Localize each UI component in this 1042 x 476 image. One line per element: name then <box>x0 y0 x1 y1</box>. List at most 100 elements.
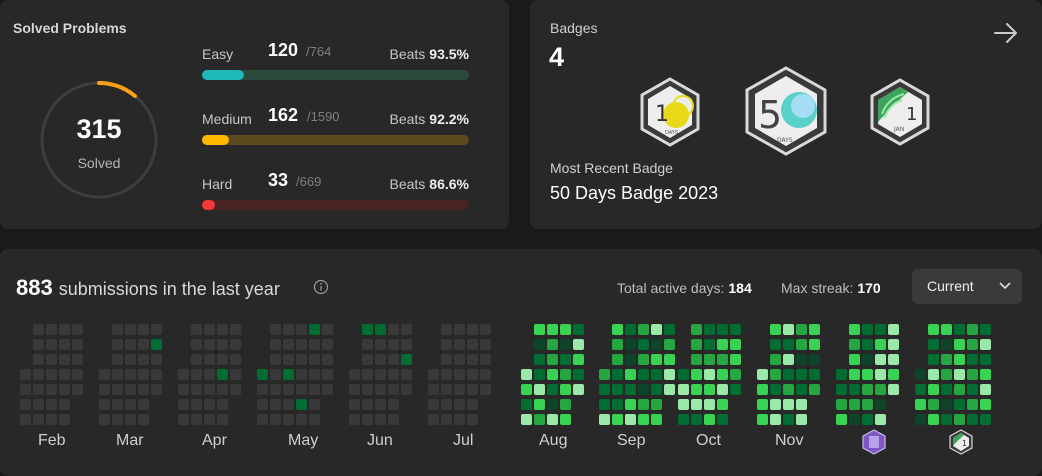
heatmap-cell[interactable] <box>362 369 373 380</box>
heatmap-cell[interactable] <box>401 384 412 395</box>
heatmap-cell[interactable] <box>651 354 662 365</box>
heatmap-cell[interactable] <box>204 384 215 395</box>
heatmap-cell[interactable] <box>717 414 728 425</box>
heatmap-cell[interactable] <box>46 324 57 335</box>
heatmap-cell[interactable] <box>388 369 399 380</box>
heatmap-cell[interactable] <box>441 369 452 380</box>
heatmap-cell[interactable] <box>651 339 662 350</box>
heatmap-cell[interactable] <box>388 399 399 410</box>
heatmap-cell[interactable] <box>757 384 768 395</box>
heatmap-cell[interactable] <box>612 369 623 380</box>
heatmap-cell[interactable] <box>638 384 649 395</box>
heatmap-cell[interactable] <box>664 354 675 365</box>
heatmap-cell[interactable] <box>954 339 965 350</box>
heatmap-cell[interactable] <box>217 369 228 380</box>
heatmap-cell[interactable] <box>730 354 741 365</box>
heatmap-cell[interactable] <box>72 339 83 350</box>
heatmap-cell[interactable] <box>599 384 610 395</box>
heatmap-cell[interactable] <box>796 399 807 410</box>
heatmap-cell[interactable] <box>257 369 268 380</box>
heatmap-cell[interactable] <box>547 324 558 335</box>
heatmap-cell[interactable] <box>454 324 465 335</box>
heatmap-cell[interactable] <box>283 414 294 425</box>
heatmap-cell[interactable] <box>573 354 584 365</box>
heatmap-cell[interactable] <box>191 369 202 380</box>
heatmap-cell[interactable] <box>20 384 31 395</box>
heatmap-cell[interactable] <box>467 354 478 365</box>
heatmap-cell[interactable] <box>862 369 873 380</box>
heatmap-cell[interactable] <box>441 399 452 410</box>
heatmap-cell[interactable] <box>454 399 465 410</box>
heatmap-cell[interactable] <box>651 399 662 410</box>
heatmap-cell[interactable] <box>638 414 649 425</box>
difficulty-medium[interactable]: Medium 162 /1590 Beats 92.2% <box>202 105 469 165</box>
heatmap-cell[interactable] <box>770 414 781 425</box>
heatmap-cell[interactable] <box>809 354 820 365</box>
heatmap-cell[interactable] <box>664 339 675 350</box>
heatmap-cell[interactable] <box>954 324 965 335</box>
heatmap-cell[interactable] <box>612 339 623 350</box>
heatmap-cell[interactable] <box>296 399 307 410</box>
heatmap-cell[interactable] <box>362 399 373 410</box>
heatmap-cell[interactable] <box>283 399 294 410</box>
heatmap-cell[interactable] <box>757 369 768 380</box>
heatmap-cell[interactable] <box>836 414 847 425</box>
heatmap-cell[interactable] <box>888 354 899 365</box>
heatmap-cell[interactable] <box>217 324 228 335</box>
heatmap-cell[interactable] <box>651 384 662 395</box>
heatmap-cell[interactable] <box>836 384 847 395</box>
heatmap-cell[interactable] <box>521 369 532 380</box>
heatmap-cell[interactable] <box>230 384 241 395</box>
heatmap-cell[interactable] <box>112 339 123 350</box>
heatmap-cell[interactable] <box>836 369 847 380</box>
heatmap-cell[interactable] <box>770 384 781 395</box>
heatmap-cell[interactable] <box>954 414 965 425</box>
annual-jan-badge-icon[interactable]: 1 JAN <box>868 78 932 146</box>
heatmap-cell[interactable] <box>796 354 807 365</box>
heatmap-cell[interactable] <box>691 399 702 410</box>
heatmap-cell[interactable] <box>46 354 57 365</box>
heatmap-cell[interactable] <box>928 354 939 365</box>
heatmap-cell[interactable] <box>730 369 741 380</box>
heatmap-cell[interactable] <box>230 369 241 380</box>
heatmap-cell[interactable] <box>480 384 491 395</box>
heatmap-cell[interactable] <box>296 369 307 380</box>
heatmap-cell[interactable] <box>33 339 44 350</box>
heatmap-cell[interactable] <box>388 324 399 335</box>
heatmap-cell[interactable] <box>941 369 952 380</box>
heatmap-cell[interactable] <box>217 354 228 365</box>
heatmap-cell[interactable] <box>967 399 978 410</box>
heatmap-cell[interactable] <box>296 414 307 425</box>
heatmap-cell[interactable] <box>178 369 189 380</box>
arrow-right-icon[interactable] <box>992 19 1020 47</box>
heatmap-cell[interactable] <box>362 414 373 425</box>
heatmap-cell[interactable] <box>534 324 545 335</box>
heatmap-cell[interactable] <box>178 384 189 395</box>
heatmap-cell[interactable] <box>651 414 662 425</box>
heatmap-cell[interactable] <box>138 384 149 395</box>
heatmap-cell[interactable] <box>401 354 412 365</box>
heatmap-cell[interactable] <box>980 414 991 425</box>
heatmap-cell[interactable] <box>534 354 545 365</box>
heatmap-cell[interactable] <box>467 384 478 395</box>
heatmap-cell[interactable] <box>573 384 584 395</box>
heatmap-cell[interactable] <box>72 384 83 395</box>
heatmap-cell[interactable] <box>836 399 847 410</box>
heatmap-cell[interactable] <box>33 384 44 395</box>
heatmap-cell[interactable] <box>467 399 478 410</box>
heatmap-cell[interactable] <box>809 339 820 350</box>
heatmap-cell[interactable] <box>928 324 939 335</box>
heatmap-cell[interactable] <box>875 414 886 425</box>
heatmap-cell[interactable] <box>849 369 860 380</box>
heatmap-cell[interactable] <box>33 324 44 335</box>
heatmap-cell[interactable] <box>967 324 978 335</box>
heatmap-cell[interactable] <box>730 324 741 335</box>
heatmap-cell[interactable] <box>651 324 662 335</box>
heatmap-cell[interactable] <box>125 414 136 425</box>
heatmap-cell[interactable] <box>638 369 649 380</box>
heatmap-cell[interactable] <box>980 339 991 350</box>
heatmap-cell[interactable] <box>704 384 715 395</box>
heatmap-cell[interactable] <box>862 354 873 365</box>
heatmap-cell[interactable] <box>638 399 649 410</box>
heatmap-cell[interactable] <box>309 399 320 410</box>
